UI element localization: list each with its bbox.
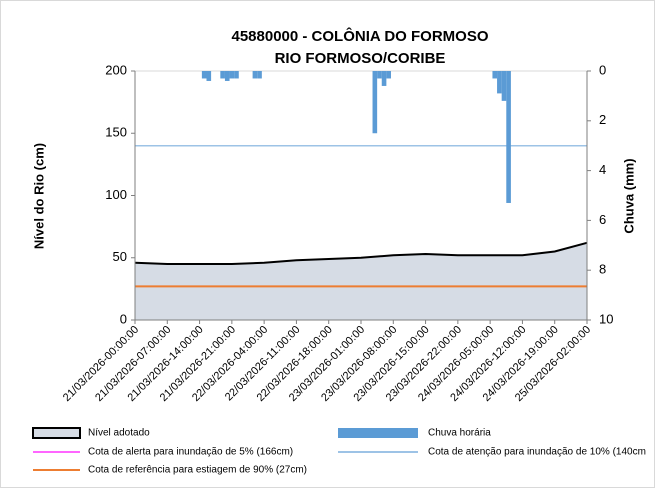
y2-tick-label: 6	[599, 212, 606, 227]
chart-subtitle: RIO FORMOSO/CORIBE	[275, 50, 446, 67]
level-line	[134, 241, 588, 265]
y-tick-label: 0	[120, 311, 127, 326]
y-tick-label: 100	[105, 187, 127, 202]
level-area	[135, 242, 587, 320]
y-tick-label: 200	[105, 62, 127, 77]
rain-bar	[497, 71, 502, 94]
rain-bar	[234, 71, 239, 79]
rain-bar	[201, 71, 207, 79]
rain-bar	[224, 71, 230, 81]
rain-bar	[501, 71, 507, 101]
rain-bar	[386, 71, 391, 79]
legend-label: Nível adotado	[88, 428, 150, 439]
y2-tick-label: 0	[599, 62, 606, 77]
rain-bar	[381, 71, 387, 86]
y-tick-label: 50	[113, 249, 127, 264]
rain-bar	[220, 71, 225, 79]
legend-swatch	[32, 427, 81, 439]
y-axis-label: Nível do Rio (cm)	[31, 143, 46, 249]
rain-bar	[206, 71, 212, 81]
rain-bar	[506, 71, 511, 203]
legend-label: Cota de alerta para inundação de 5% (166…	[88, 447, 293, 458]
y-tick-label: 150	[105, 125, 127, 140]
legend-label: Cota de referência para estiagem de 90% …	[88, 465, 307, 476]
rain-bar	[372, 71, 378, 134]
y2-tick-label: 4	[599, 162, 606, 177]
chart-title: 45880000 - COLÔNIA DO FORMOSO	[231, 27, 488, 45]
rain-bar	[252, 71, 258, 79]
rain-bar	[492, 71, 498, 79]
rain-bar	[377, 71, 382, 79]
y2-axis-label: Chuva (mm)	[621, 158, 636, 233]
legend-swatch	[338, 428, 418, 438]
y2-tick-label: 8	[599, 262, 606, 277]
legend-label: Chuva horária	[428, 428, 491, 439]
legend-label: Cota de atenção para inundação de 10% (1…	[428, 447, 646, 458]
y2-tick-label: 2	[599, 112, 606, 127]
rain-bar	[257, 71, 262, 79]
y2-tick-label: 10	[599, 311, 613, 326]
rain-bar	[229, 71, 235, 79]
